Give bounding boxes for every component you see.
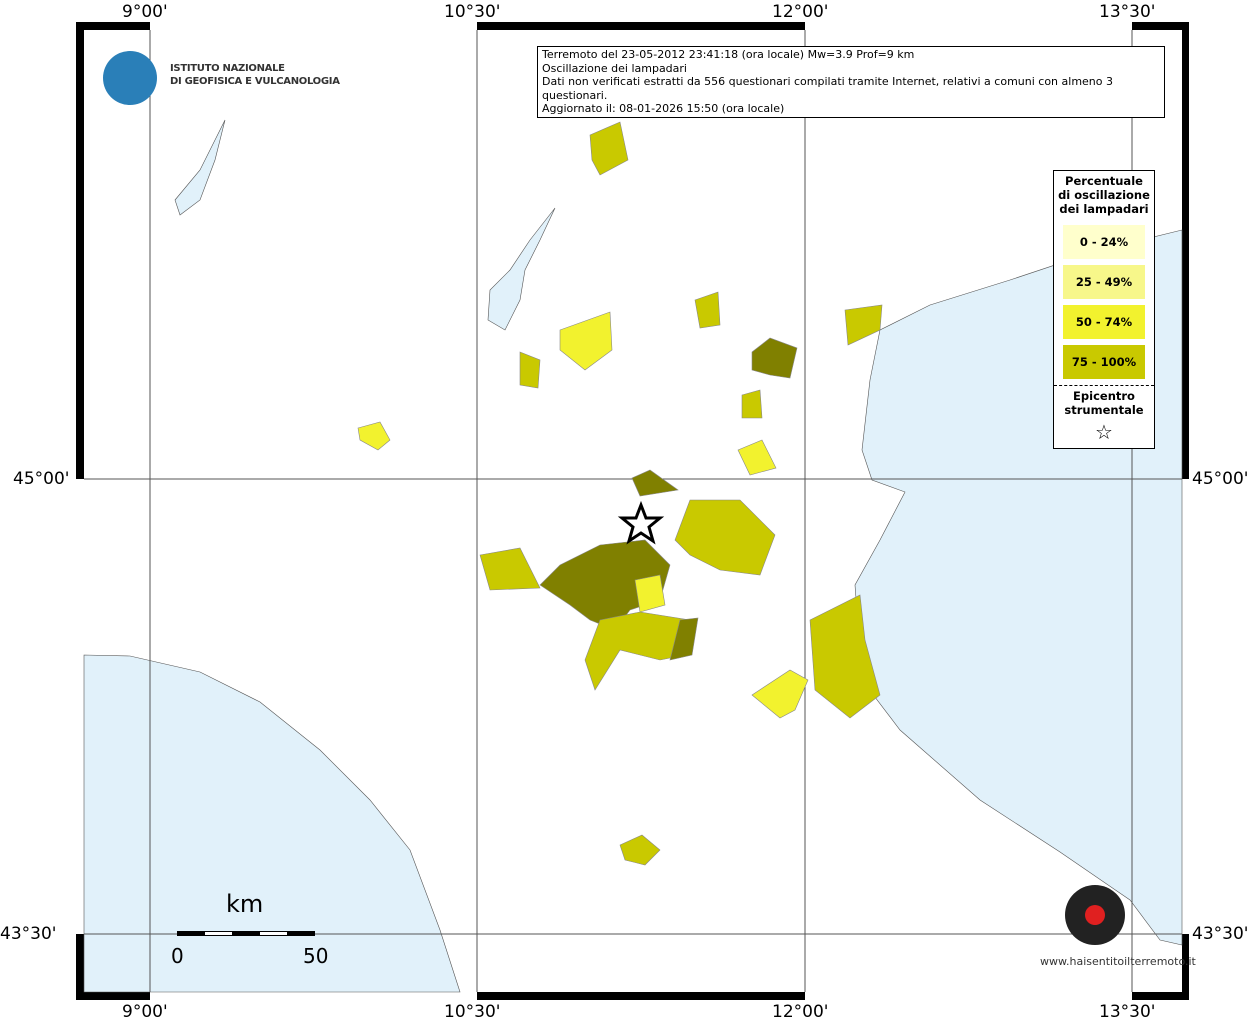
legend-item: 0 - 24% [1063, 225, 1145, 259]
institute-name: DI GEOFISICA E VULCANOLOGIA [170, 76, 340, 87]
legend-item: 25 - 49% [1063, 265, 1145, 299]
legend-star: ☆ [1095, 420, 1113, 444]
site-logo [1085, 905, 1105, 925]
lat-label: 43°30' [1192, 924, 1249, 944]
scale-label: 50 [303, 944, 329, 968]
institute-name: ISTITUTO NAZIONALE [170, 63, 285, 74]
lon-label: 10°30' [444, 1002, 501, 1022]
lon-label: 12°00' [772, 2, 829, 22]
legend-item: 50 - 74% [1063, 305, 1145, 339]
scale-bar [177, 931, 315, 936]
info-line: Terremoto del 23-05-2012 23:41:18 (ora l… [542, 48, 915, 61]
felt-areas [357, 121, 883, 866]
lon-label: 13°30' [1099, 1002, 1156, 1022]
epicenter-star [617, 500, 665, 545]
legend-items: 0 - 24% 25 - 49% 50 - 74% 75 - 100% [1054, 225, 1154, 379]
lat-label: 43°30' [0, 924, 57, 944]
site-url: www.haisentitoilterremoto.it [1040, 955, 1196, 968]
lon-label: 12°00' [772, 1002, 829, 1022]
ingv-logo [103, 51, 157, 105]
lat-label: 45°00' [13, 469, 70, 489]
legend-title: Percentuale di oscillazione dei lampadar… [1058, 174, 1150, 216]
info-line: Dati non verificati estratti da 556 ques… [542, 75, 1114, 102]
legend-epicenter: Epicentro strumentale [1054, 385, 1154, 420]
lon-label: 13°30' [1099, 2, 1156, 22]
lake [487, 207, 556, 331]
lon-label: 10°30' [444, 2, 501, 22]
lon-label: 9°00' [122, 1002, 168, 1022]
scale-unit: km [226, 890, 264, 918]
info-box: Terremoto del 23-05-2012 23:41:18 (ora l… [537, 46, 1165, 118]
info-line: Oscillazione dei lampadari [542, 61, 687, 75]
lake [174, 119, 226, 216]
legend-item: 75 - 100% [1063, 345, 1145, 379]
scale-label: 0 [171, 944, 184, 968]
tyrrhenian-sea [83, 654, 461, 993]
lat-label: 45°00' [1192, 469, 1249, 489]
lon-label: 9°00' [122, 2, 168, 22]
legend: Percentuale di oscillazione dei lampadar… [1053, 170, 1155, 449]
info-line: Aggiornato il: 08-01-2026 15:50 (ora loc… [542, 102, 785, 115]
frame-ticks [76, 22, 1190, 1000]
